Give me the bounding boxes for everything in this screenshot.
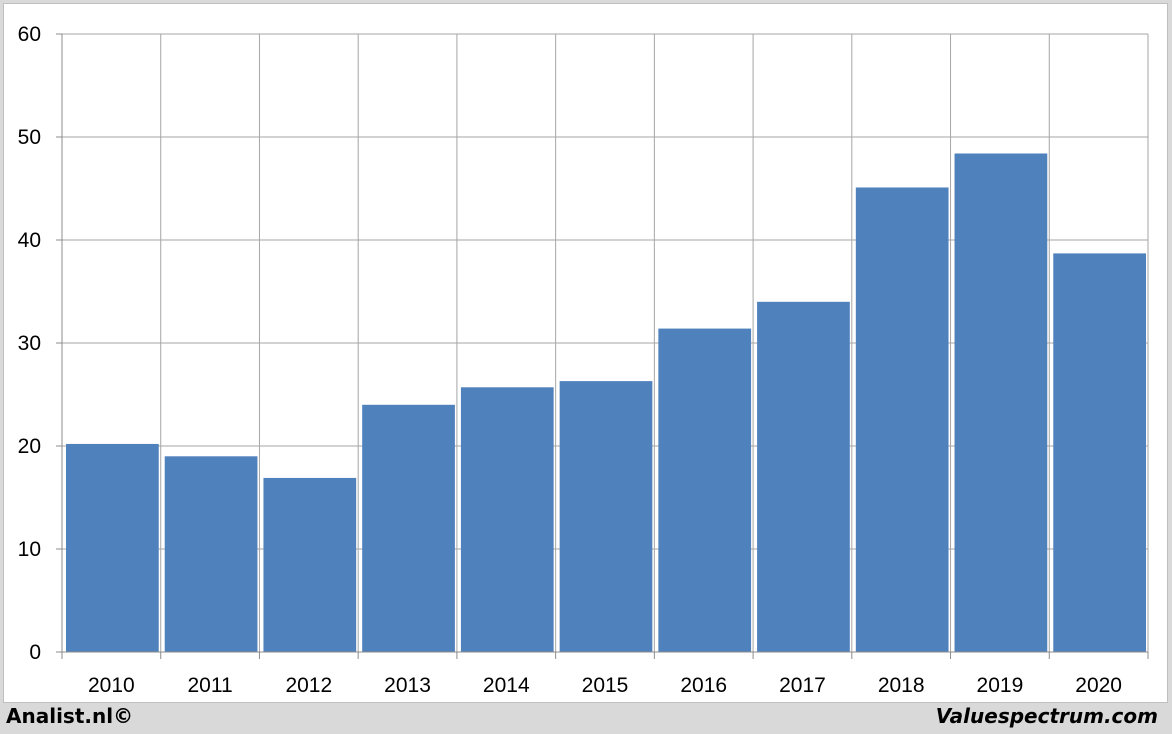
- y-tick-label-0: 0: [29, 641, 41, 664]
- bar-2019: [954, 153, 1048, 653]
- bar-2010: [66, 443, 159, 652]
- bar-2017: [757, 301, 850, 652]
- source-credit-right: Valuespectrum.com: [935, 704, 1158, 728]
- x-tick-label-2017: 2017: [779, 674, 826, 697]
- y-tick-label-20: 20: [18, 435, 41, 458]
- bar-2015: [559, 381, 653, 652]
- x-tick-label-2015: 2015: [582, 674, 629, 697]
- y-tick-label-60: 60: [18, 23, 41, 46]
- y-tick-label-10: 10: [18, 538, 41, 561]
- x-tick-labels: 2010 2011 2012 2013 2014 2015 2016 2017 2018 2019…: [88, 674, 1122, 697]
- x-tick-label-2019: 2019: [977, 674, 1024, 697]
- y-tick-label-50: 50: [18, 126, 41, 149]
- y-tick-label-30: 30: [18, 332, 41, 355]
- x-tick-label-2013: 2013: [384, 674, 431, 697]
- axes: [56, 33, 1149, 659]
- source-credit-left: Analist.nl©: [6, 704, 134, 728]
- bar-2020: [1053, 253, 1146, 652]
- bar-2016: [658, 328, 752, 652]
- y-tick-labels: 0 10 20 30 40 50 60: [18, 23, 41, 664]
- bar-2018: [855, 187, 949, 652]
- bars: [66, 153, 1146, 653]
- x-tick-label-2014: 2014: [483, 674, 530, 697]
- x-tick-label-2012: 2012: [285, 674, 332, 697]
- bar-2013: [362, 404, 455, 652]
- bar-2012: [263, 477, 357, 652]
- x-tick-label-2016: 2016: [680, 674, 727, 697]
- bar-2014: [460, 387, 554, 652]
- bar-2011: [164, 456, 258, 652]
- x-tick-label-2018: 2018: [878, 674, 925, 697]
- x-tick-label-2020: 2020: [1075, 674, 1122, 697]
- x-tick-label-2010: 2010: [88, 674, 135, 697]
- y-tick-label-40: 40: [18, 229, 41, 252]
- x-tick-label-2011: 2011: [188, 674, 233, 697]
